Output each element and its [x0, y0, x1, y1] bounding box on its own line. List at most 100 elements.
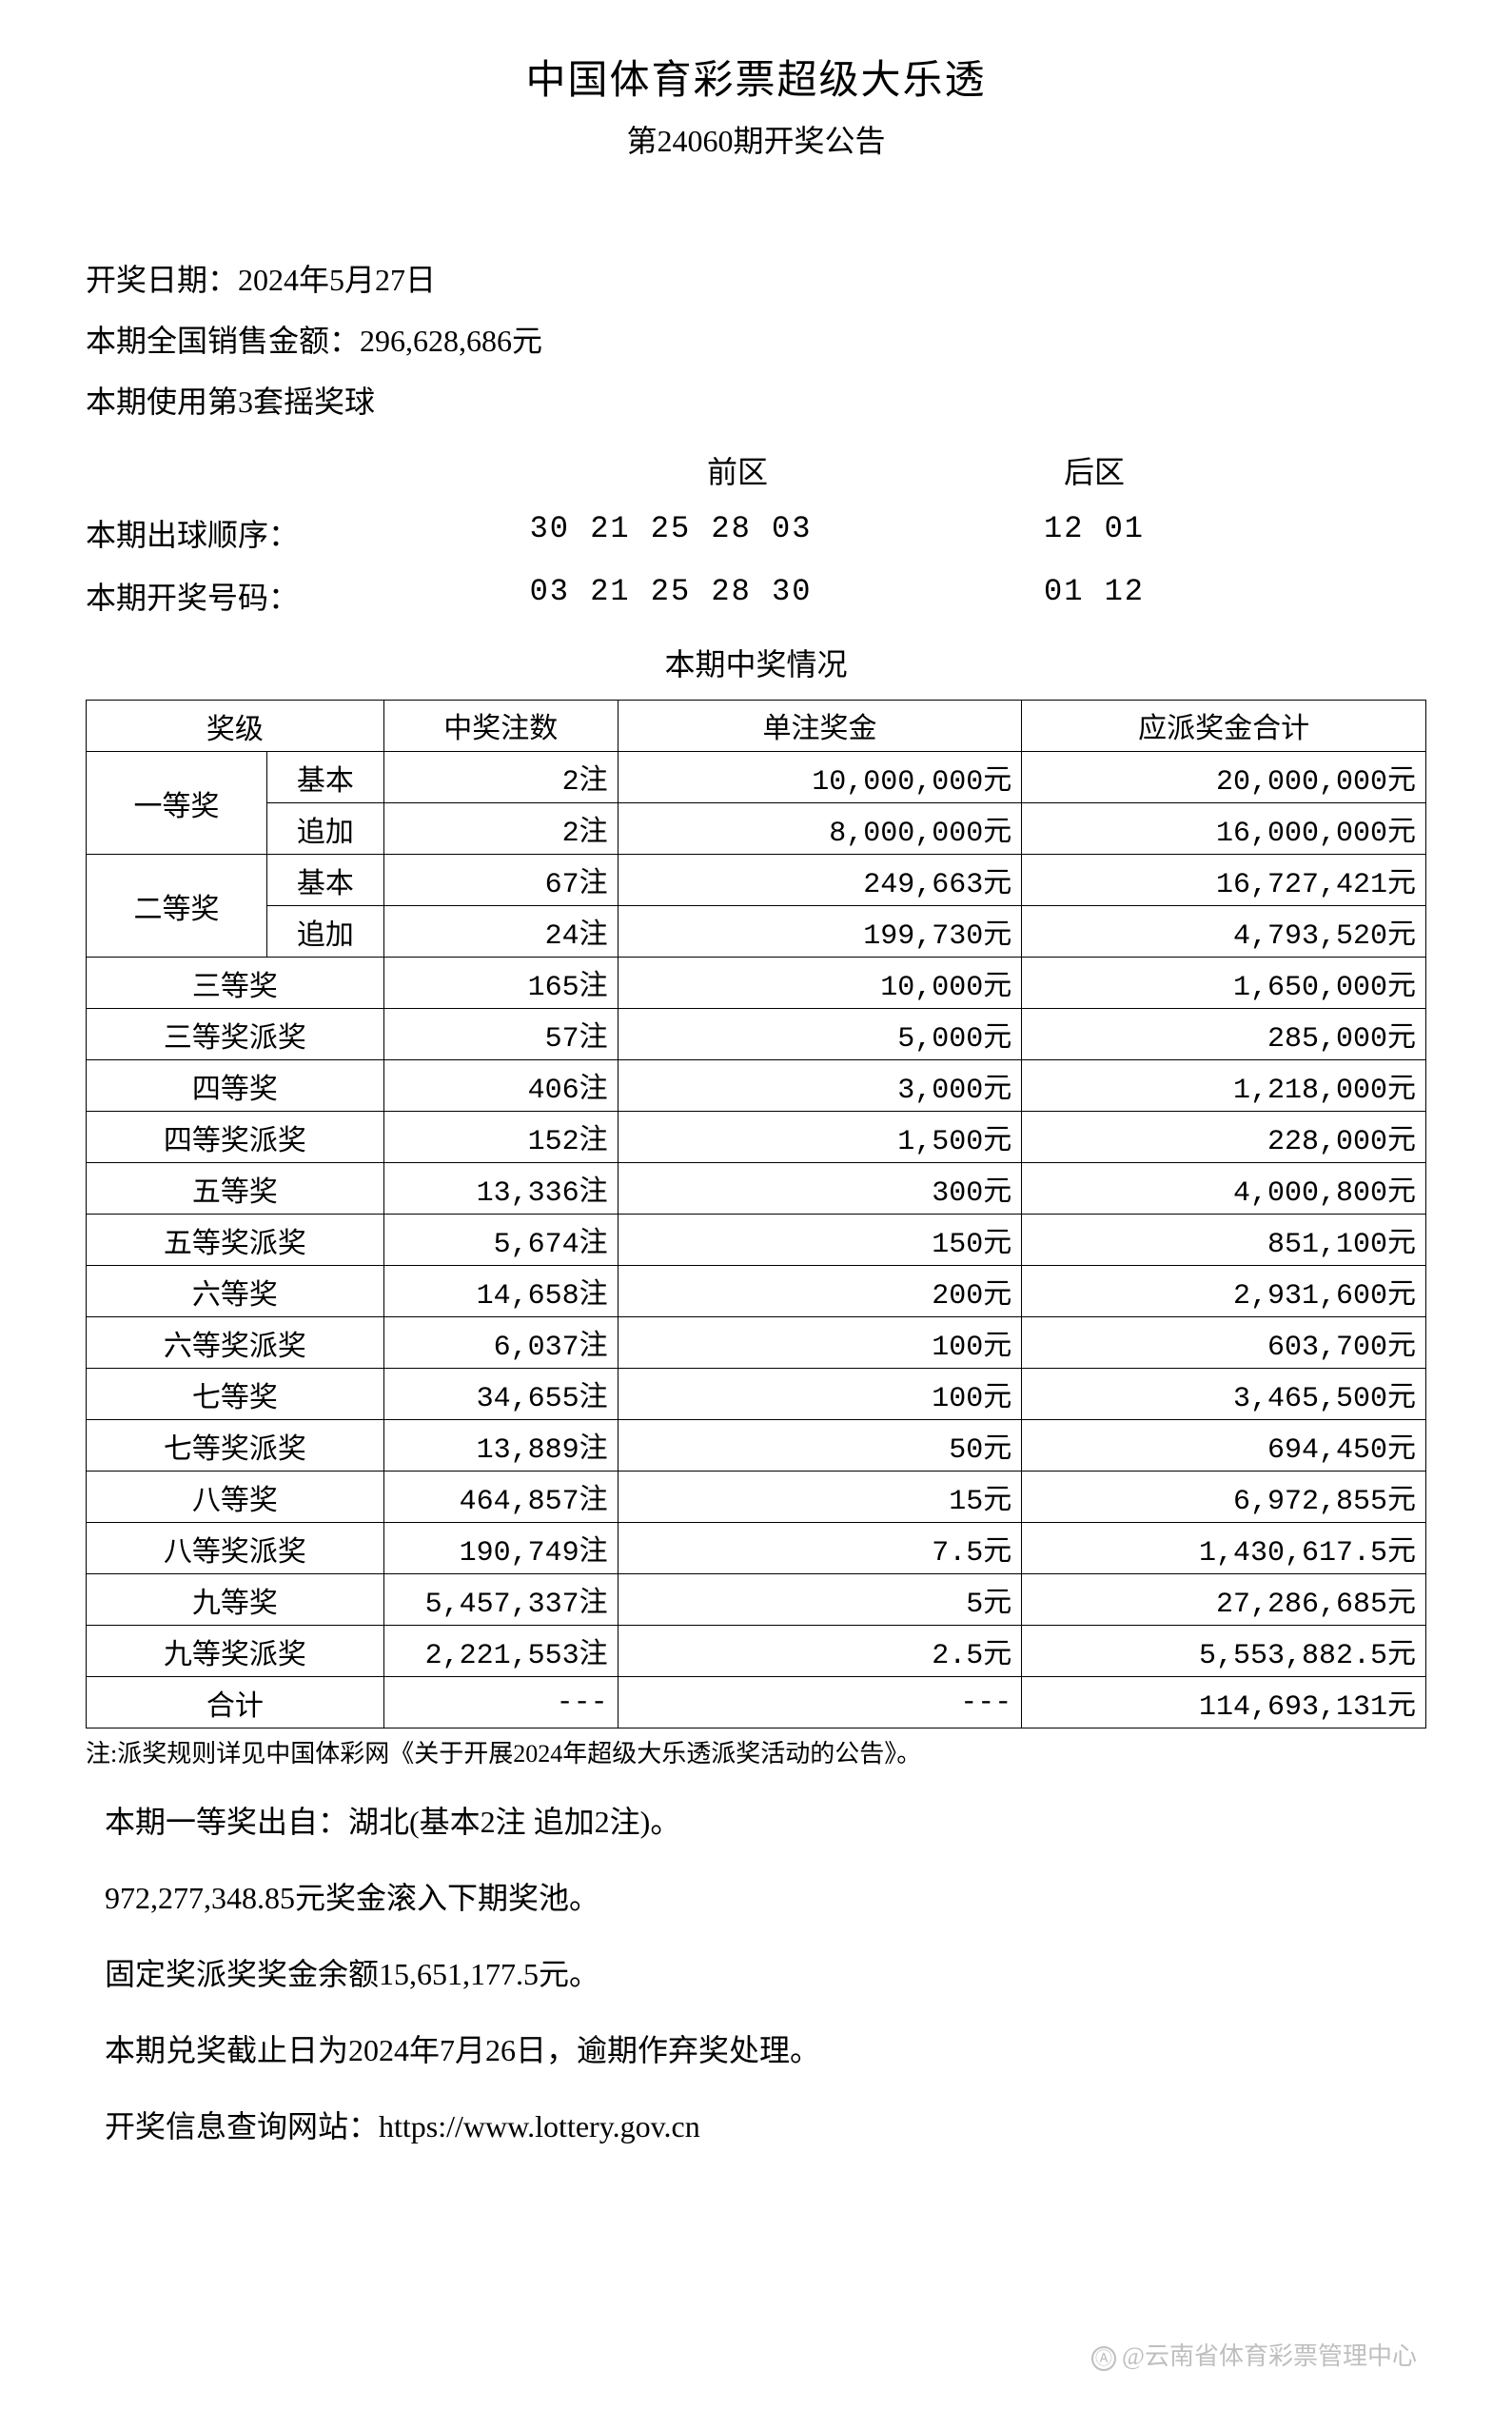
draw-order-label: 本期出球顺序： [86, 511, 390, 555]
cell-amount: 1,500元 [618, 1112, 1022, 1163]
cell-amount: 5,000元 [618, 1009, 1022, 1060]
header-count: 中奖注数 [383, 701, 618, 752]
cell-total: 114,693,131元 [1022, 1677, 1426, 1728]
table-row: 四等奖406注3,000元1,218,000元 [87, 1060, 1426, 1112]
cell-count: 2,221,553注 [383, 1626, 618, 1677]
cell-total: 3,465,500元 [1022, 1369, 1426, 1420]
header-total: 应派奖金合计 [1022, 701, 1426, 752]
draw-date: 开奖日期：2024年5月27日 [86, 256, 1426, 300]
table-sum-row: 合计------114,693,131元 [87, 1677, 1426, 1728]
prize-table: 奖级 中奖注数 单注奖金 应派奖金合计 一等奖基本2注10,000,000元20… [86, 700, 1426, 1728]
sales-amount: 本期全国销售金额：296,628,686元 [86, 317, 1426, 361]
cell-total: 20,000,000元 [1022, 752, 1426, 803]
cell-total: 1,218,000元 [1022, 1060, 1426, 1112]
cell-amount: 7.5元 [618, 1523, 1022, 1574]
cell-amount: 50元 [618, 1420, 1022, 1472]
cell-count: 24注 [383, 906, 618, 958]
cell-amount: 249,663元 [618, 855, 1022, 906]
cell-level: 七等奖 [87, 1369, 384, 1420]
cell-total: 4,000,800元 [1022, 1163, 1426, 1215]
cell-total: 16,727,421元 [1022, 855, 1426, 906]
cell-total: 5,553,882.5元 [1022, 1626, 1426, 1677]
cell-count: 57注 [383, 1009, 618, 1060]
cell-amount: 8,000,000元 [618, 803, 1022, 855]
front-zone-label: 前区 [523, 448, 952, 492]
cell-total: 16,000,000元 [1022, 803, 1426, 855]
cell-total: 1,430,617.5元 [1022, 1523, 1426, 1574]
first-prize-origin: 本期一等奖出自：湖北(基本2注 追加2注)。 [86, 1798, 1426, 1842]
cell-level: 六等奖 [87, 1266, 384, 1317]
cell-amount: 100元 [618, 1369, 1022, 1420]
cell-count: 190,749注 [383, 1523, 618, 1574]
cell-amount: 3,000元 [618, 1060, 1022, 1112]
winning-back: 01 12 [952, 574, 1237, 618]
cell-amount: --- [618, 1677, 1022, 1728]
cell-level: 合计 [87, 1677, 384, 1728]
cell-sublevel: 基本 [266, 855, 383, 906]
cell-total: 4,793,520元 [1022, 906, 1426, 958]
cell-count: 5,674注 [383, 1215, 618, 1266]
weibo-icon: Ⓐ [1091, 2346, 1116, 2371]
cell-amount: 100元 [618, 1317, 1022, 1369]
cell-amount: 200元 [618, 1266, 1022, 1317]
ball-set: 本期使用第3套摇奖球 [86, 378, 1426, 422]
cell-amount: 2.5元 [618, 1626, 1022, 1677]
cell-level: 五等奖派奖 [87, 1215, 384, 1266]
cell-count: 13,889注 [383, 1420, 618, 1472]
header-amount: 单注奖金 [618, 701, 1022, 752]
footer-block: 本期一等奖出自：湖北(基本2注 追加2注)。 972,277,348.85元奖金… [86, 1798, 1426, 2146]
cell-level: 五等奖 [87, 1163, 384, 1215]
cell-level: 八等奖派奖 [87, 1523, 384, 1574]
header-level: 奖级 [87, 701, 384, 752]
cell-level: 六等奖派奖 [87, 1317, 384, 1369]
cell-total: 851,100元 [1022, 1215, 1426, 1266]
cell-amount: 150元 [618, 1215, 1022, 1266]
cell-total: 603,700元 [1022, 1317, 1426, 1369]
watermark-text: @云南省体育彩票管理中心 [1122, 2342, 1417, 2370]
cell-sublevel: 基本 [266, 752, 383, 803]
table-row: 八等奖464,857注15元6,972,855元 [87, 1472, 1426, 1523]
cell-count: 67注 [383, 855, 618, 906]
cell-total: 694,450元 [1022, 1420, 1426, 1472]
cell-count: --- [383, 1677, 618, 1728]
prize-section-title: 本期中奖情况 [86, 641, 1426, 684]
cell-total: 1,650,000元 [1022, 958, 1426, 1009]
table-row: 追加24注199,730元4,793,520元 [87, 906, 1426, 958]
table-row: 三等奖165注10,000元1,650,000元 [87, 958, 1426, 1009]
cell-count: 152注 [383, 1112, 618, 1163]
bonus-note: 注:派奖规则详见中国体彩网《关于开展2024年超级大乐透派奖活动的公告》。 [86, 1734, 1426, 1769]
table-row: 五等奖13,336注300元4,000,800元 [87, 1163, 1426, 1215]
rollover-amount: 972,277,348.85元奖金滚入下期奖池。 [86, 1874, 1426, 1918]
cell-count: 34,655注 [383, 1369, 618, 1420]
winning-label: 本期开奖号码： [86, 574, 390, 618]
table-row: 九等奖5,457,337注5元27,286,685元 [87, 1574, 1426, 1626]
document-title: 中国体育彩票超级大乐透 [86, 48, 1426, 106]
cell-count: 14,658注 [383, 1266, 618, 1317]
table-row: 六等奖14,658注200元2,931,600元 [87, 1266, 1426, 1317]
cell-count: 5,457,337注 [383, 1574, 618, 1626]
cell-level: 四等奖派奖 [87, 1112, 384, 1163]
table-row: 五等奖派奖5,674注150元851,100元 [87, 1215, 1426, 1266]
table-row: 八等奖派奖190,749注7.5元1,430,617.5元 [87, 1523, 1426, 1574]
table-row: 一等奖基本2注10,000,000元20,000,000元 [87, 752, 1426, 803]
cell-count: 165注 [383, 958, 618, 1009]
cell-total: 27,286,685元 [1022, 1574, 1426, 1626]
query-website: 开奖信息查询网站：https://www.lottery.gov.cn [86, 2103, 1426, 2146]
watermark: Ⓐ@云南省体育彩票管理中心 [86, 2337, 1426, 2372]
cell-count: 464,857注 [383, 1472, 618, 1523]
cell-level: 八等奖 [87, 1472, 384, 1523]
claim-deadline: 本期兑奖截止日为2024年7月26日，逾期作弃奖处理。 [86, 2026, 1426, 2070]
table-row: 二等奖基本67注249,663元16,727,421元 [87, 855, 1426, 906]
cell-level: 一等奖 [87, 752, 267, 855]
table-row: 九等奖派奖2,221,553注2.5元5,553,882.5元 [87, 1626, 1426, 1677]
cell-amount: 5元 [618, 1574, 1022, 1626]
back-zone-label: 后区 [952, 448, 1237, 492]
cell-level: 四等奖 [87, 1060, 384, 1112]
cell-amount: 10,000,000元 [618, 752, 1022, 803]
table-row: 七等奖派奖13,889注50元694,450元 [87, 1420, 1426, 1472]
winning-front: 03 21 25 28 30 [390, 574, 952, 618]
cell-level: 二等奖 [87, 855, 267, 958]
cell-total: 285,000元 [1022, 1009, 1426, 1060]
cell-sublevel: 追加 [266, 803, 383, 855]
table-row: 七等奖34,655注100元3,465,500元 [87, 1369, 1426, 1420]
